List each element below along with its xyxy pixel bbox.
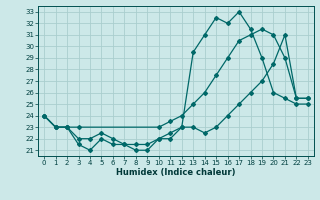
X-axis label: Humidex (Indice chaleur): Humidex (Indice chaleur) [116, 168, 236, 177]
